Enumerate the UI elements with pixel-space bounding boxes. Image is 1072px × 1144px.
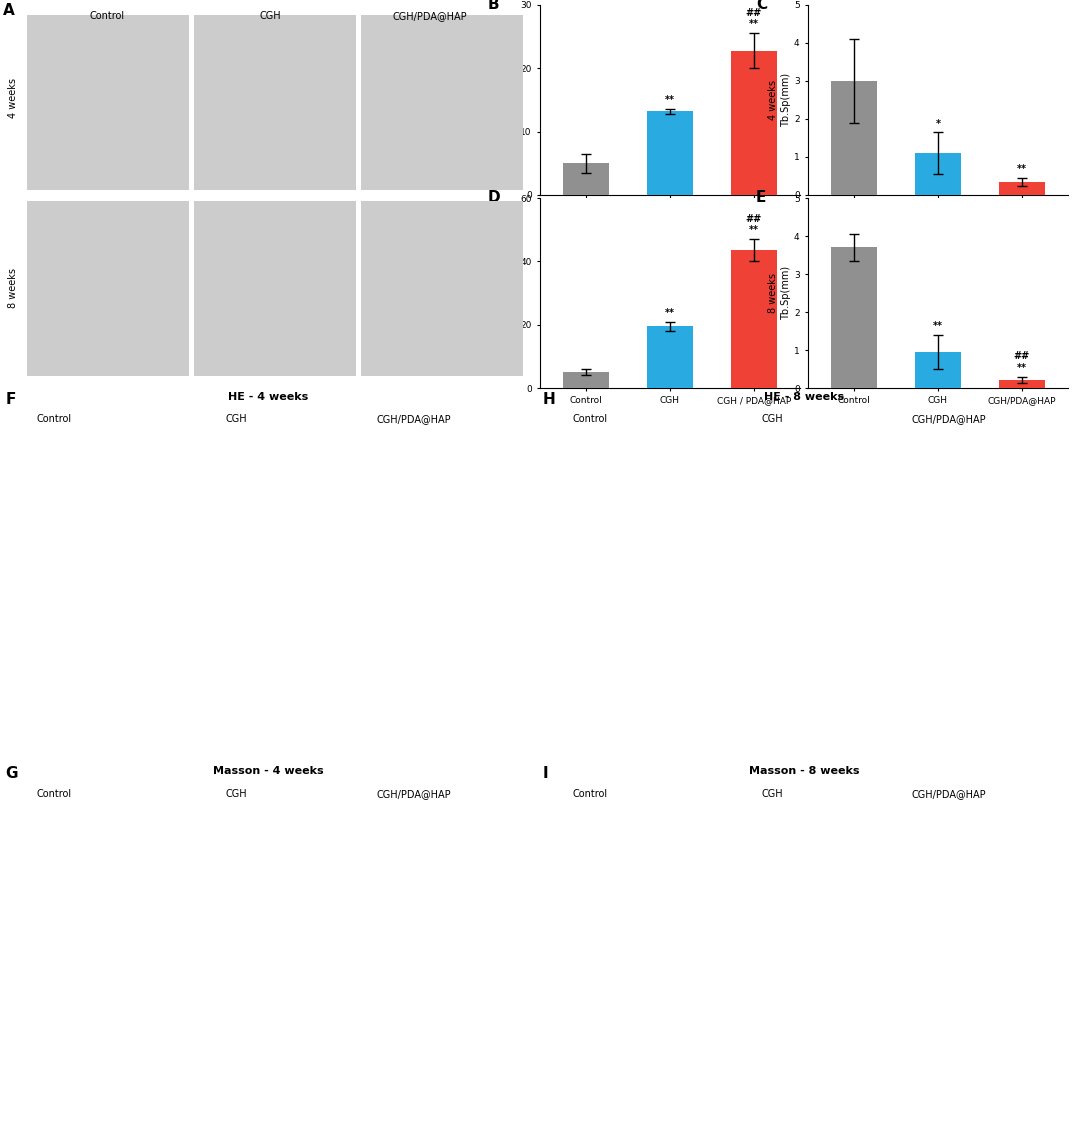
- Text: CGH: CGH: [761, 414, 784, 424]
- Bar: [194, 15, 356, 190]
- Text: A: A: [3, 3, 15, 18]
- Bar: [831, 247, 877, 388]
- Bar: [194, 201, 356, 376]
- Text: CGH/PDA@HAP: CGH/PDA@HAP: [911, 414, 986, 424]
- Text: **: **: [1017, 164, 1027, 174]
- Bar: [646, 111, 694, 194]
- Text: CGH/PDA@HAP: CGH/PDA@HAP: [392, 11, 467, 21]
- Text: E: E: [756, 190, 766, 206]
- Text: ##: ##: [746, 8, 762, 17]
- Text: **: **: [933, 321, 943, 331]
- Text: CGH/PDA@HAP: CGH/PDA@HAP: [376, 788, 451, 799]
- Text: Control: Control: [572, 414, 608, 424]
- Text: 4 weeks: 4 weeks: [8, 78, 18, 118]
- Text: Control: Control: [89, 11, 124, 21]
- Text: Control: Control: [572, 788, 608, 799]
- Y-axis label: 4 weeks
BV / TV (%): 4 weeks BV / TV (%): [494, 72, 518, 127]
- Bar: [831, 81, 877, 194]
- Bar: [999, 380, 1045, 388]
- Bar: [361, 15, 523, 190]
- Bar: [27, 201, 189, 376]
- Text: C: C: [756, 0, 768, 13]
- Text: 8 weeks: 8 weeks: [8, 268, 18, 308]
- Text: CGH: CGH: [761, 788, 784, 799]
- Text: I: I: [542, 765, 548, 781]
- Text: Masson - 4 weeks: Masson - 4 weeks: [213, 765, 324, 776]
- Text: Masson - 8 weeks: Masson - 8 weeks: [749, 765, 860, 776]
- Text: **: **: [1017, 363, 1027, 373]
- Bar: [999, 182, 1045, 194]
- Bar: [563, 372, 609, 388]
- Text: CGH: CGH: [259, 11, 281, 21]
- Text: *: *: [936, 119, 940, 128]
- Text: **: **: [665, 308, 675, 318]
- Text: HE - 8 weeks: HE - 8 weeks: [764, 391, 845, 402]
- Bar: [361, 201, 523, 376]
- Text: G: G: [5, 765, 18, 781]
- Text: ##: ##: [746, 214, 762, 224]
- Bar: [646, 326, 694, 388]
- Bar: [914, 153, 962, 194]
- Text: B: B: [488, 0, 500, 13]
- Y-axis label: 4 weeks
Tb.Sp(mm): 4 weeks Tb.Sp(mm): [768, 73, 791, 127]
- Text: Control: Control: [36, 788, 71, 799]
- Bar: [731, 251, 777, 388]
- Text: HE - 4 weeks: HE - 4 weeks: [228, 391, 309, 402]
- Text: **: **: [665, 95, 675, 105]
- Text: ##: ##: [1014, 351, 1030, 362]
- Text: Control: Control: [36, 414, 71, 424]
- Y-axis label: 8 weeks
BV / TV (%): 8 weeks BV / TV (%): [494, 265, 518, 320]
- Text: **: **: [749, 19, 759, 29]
- Bar: [27, 15, 189, 190]
- Bar: [731, 50, 777, 194]
- Bar: [914, 352, 962, 388]
- Text: H: H: [542, 391, 555, 407]
- Text: F: F: [5, 391, 16, 407]
- Text: CGH: CGH: [225, 788, 247, 799]
- Y-axis label: 8 weeks
Tb.Sp(mm): 8 weeks Tb.Sp(mm): [768, 265, 791, 320]
- Bar: [563, 164, 609, 194]
- Text: CGH: CGH: [225, 414, 247, 424]
- Text: D: D: [488, 190, 501, 206]
- Text: CGH/PDA@HAP: CGH/PDA@HAP: [376, 414, 451, 424]
- Text: CGH/PDA@HAP: CGH/PDA@HAP: [911, 788, 986, 799]
- Text: **: **: [749, 225, 759, 236]
